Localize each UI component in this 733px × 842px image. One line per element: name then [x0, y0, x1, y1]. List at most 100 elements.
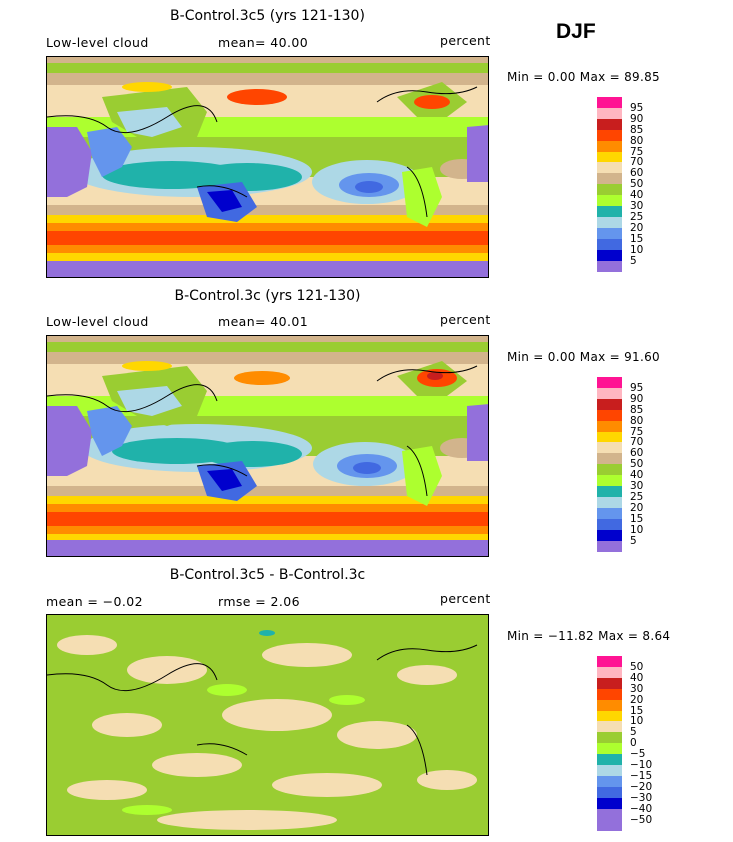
- legend-label: 90: [630, 112, 644, 125]
- panel-1-units-label: percent: [440, 33, 491, 48]
- legend-swatch: [597, 387, 622, 399]
- legend-swatch: [597, 710, 622, 722]
- legend-label: 95: [630, 101, 644, 114]
- legend-swatch: [597, 775, 622, 787]
- legend-label: −50: [630, 813, 653, 826]
- legend-label: 60: [630, 167, 644, 180]
- legend-swatch: [597, 656, 622, 668]
- legend-swatch: [597, 398, 622, 410]
- legend-swatch: [597, 743, 622, 755]
- legend-label: 25: [630, 210, 644, 223]
- legend-label: 20: [630, 693, 644, 706]
- panel-3-map: [46, 614, 489, 836]
- legend-swatch: [597, 238, 622, 250]
- legend-label: 80: [630, 134, 644, 147]
- legend-label: 25: [630, 490, 644, 503]
- legend-swatch: [597, 666, 622, 678]
- legend-label: 5: [630, 254, 637, 267]
- legend-swatch: [597, 129, 622, 141]
- panel-1-variable-label: Low-level cloud: [46, 35, 149, 50]
- legend-swatch: [597, 677, 622, 689]
- panel-1-title: B-Control.3c5 (yrs 121-130): [170, 8, 365, 24]
- panel-3-units-label: percent: [440, 591, 491, 606]
- legend-label: 10: [630, 243, 644, 256]
- panel-3-min-max: Min = −11.82 Max = 8.64: [507, 629, 671, 643]
- legend-swatch: [597, 431, 622, 443]
- legend-swatch: [597, 97, 622, 109]
- legend-swatch: [597, 377, 622, 389]
- legend-swatch: [597, 797, 622, 809]
- legend-swatch: [597, 453, 622, 465]
- legend-swatch: [597, 140, 622, 152]
- legend-swatch: [597, 507, 622, 519]
- legend-swatch: [597, 529, 622, 541]
- legend-label: 40: [630, 671, 644, 684]
- legend-label: 70: [630, 436, 644, 449]
- legend-swatch: [597, 688, 622, 700]
- legend-label: −20: [630, 780, 653, 793]
- season-label: DJF: [556, 20, 596, 43]
- legend-label: 15: [630, 512, 644, 525]
- legend-swatch: [597, 118, 622, 130]
- legend-label: 90: [630, 392, 644, 405]
- panel-2-title: B-Control.3c (yrs 121-130): [174, 288, 361, 304]
- legend-swatch: [597, 765, 622, 777]
- legend-swatch: [597, 420, 622, 432]
- legend-label: 85: [630, 403, 644, 416]
- legend-label: 30: [630, 682, 644, 695]
- legend-swatch: [597, 464, 622, 476]
- legend-swatch: [597, 184, 622, 196]
- legend-label: 40: [630, 189, 644, 202]
- legend-swatch: [597, 808, 622, 820]
- legend-swatch: [597, 195, 622, 207]
- legend-swatch: [597, 786, 622, 798]
- legend-swatch: [597, 486, 622, 498]
- legend-label: 30: [630, 200, 644, 212]
- legend-label: 20: [630, 221, 644, 234]
- legend-label: 50: [630, 178, 644, 191]
- legend-swatch: [597, 699, 622, 711]
- legend-label: 85: [630, 123, 644, 136]
- legend-label: 95: [630, 381, 644, 394]
- panel-3-mean-label: mean = −0.02: [46, 594, 143, 609]
- legend-swatch: [597, 754, 622, 766]
- panel-1-min-max: Min = 0.00 Max = 89.85: [507, 70, 660, 84]
- legend-label: 75: [630, 425, 644, 438]
- legend-swatch: [597, 260, 622, 272]
- panel-2-variable-label: Low-level cloud: [46, 314, 149, 329]
- legend-swatch: [597, 409, 622, 421]
- legend-label: −5: [630, 748, 646, 761]
- legend-swatch: [597, 206, 622, 218]
- panel-3-title: B-Control.3c5 - B-Control.3c: [169, 567, 366, 583]
- legend-label: −30: [630, 791, 653, 804]
- legend-swatch: [597, 162, 622, 174]
- legend-label: 0: [630, 737, 637, 750]
- legend-label: 30: [630, 480, 644, 492]
- panel-2-mean-label: mean= 40.01: [218, 314, 309, 329]
- legend-swatch: [597, 216, 622, 228]
- legend-label: 10: [630, 523, 644, 536]
- panel-1-mean-label: mean= 40.00: [218, 35, 309, 50]
- legend-label: 15: [630, 704, 644, 717]
- legend-swatch: [597, 819, 622, 831]
- legend-swatch: [597, 249, 622, 261]
- legend-label: 50: [630, 660, 644, 673]
- legend-label: 40: [630, 469, 644, 482]
- legend-label: 5: [630, 726, 637, 739]
- legend-label: 75: [630, 145, 644, 158]
- legend-swatch: [597, 173, 622, 185]
- panel-2-units-label: percent: [440, 312, 491, 327]
- panel-2-min-max: Min = 0.00 Max = 91.60: [507, 350, 660, 364]
- legend-swatch: [597, 442, 622, 454]
- panel-3-rmse-label: rmse = 2.06: [218, 594, 300, 609]
- panel-1-map: [46, 56, 489, 278]
- legend-label: −40: [630, 802, 653, 815]
- legend-swatch: [597, 732, 622, 744]
- legend-label: 5: [630, 534, 637, 547]
- legend-label: 60: [630, 447, 644, 460]
- legend-swatch: [597, 518, 622, 530]
- legend-swatch: [597, 721, 622, 733]
- legend-swatch: [597, 107, 622, 119]
- legend-label: 50: [630, 458, 644, 471]
- legend-swatch: [597, 540, 622, 552]
